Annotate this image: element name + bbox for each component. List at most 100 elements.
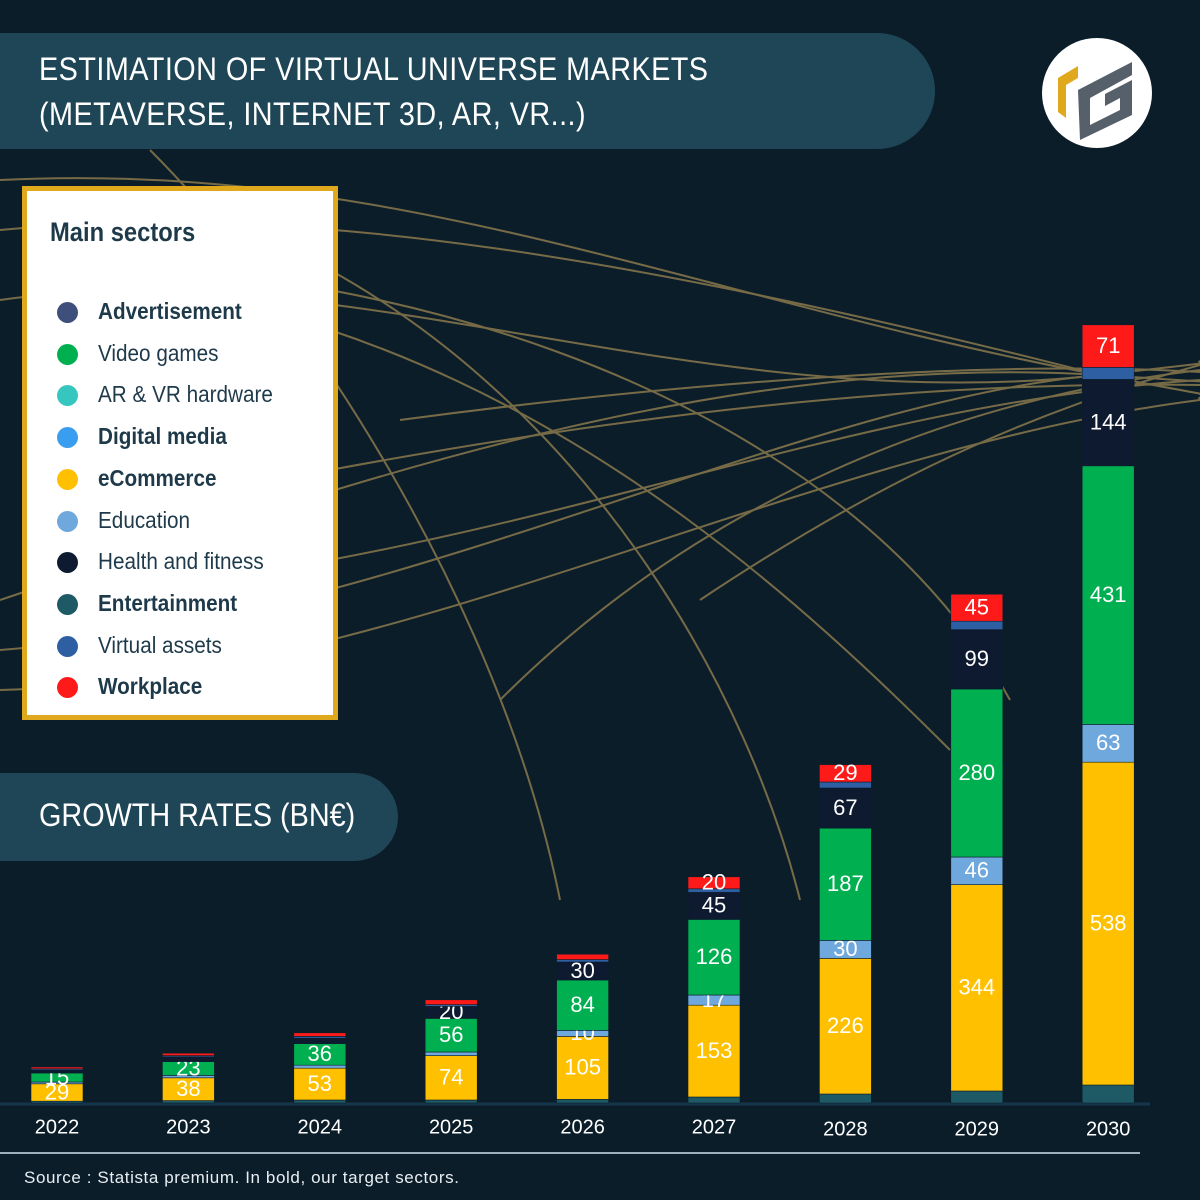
bar-segment [950, 884, 1004, 1092]
bar-segment [687, 892, 741, 920]
data-label: 56 [439, 1022, 463, 1047]
legend-swatch [57, 593, 78, 615]
bar-segment [687, 1096, 741, 1104]
bar-segment [293, 1037, 347, 1044]
legend-label: Workplace [98, 673, 203, 700]
x-tick-label: 2030 [1086, 1118, 1131, 1140]
bar-segment [1081, 324, 1135, 368]
legend-label: Health and fitness [98, 548, 264, 575]
data-label: 144 [1090, 409, 1127, 434]
bar-segment [424, 1055, 478, 1101]
data-label: 126 [696, 944, 733, 969]
bar-segment [30, 1069, 84, 1074]
bar-segment [819, 958, 872, 1095]
bar-segment [819, 764, 872, 783]
x-tick-label: 2028 [823, 1118, 868, 1140]
data-label: 29 [833, 760, 857, 785]
legend-swatch [57, 635, 78, 657]
bar-segment [162, 1056, 215, 1062]
bar-segment [950, 856, 1004, 885]
data-label: 20 [702, 870, 726, 895]
bar-segment [424, 1018, 478, 1053]
logo-mark [1078, 62, 1132, 140]
legend-label: Entertainment [98, 589, 238, 616]
legend-label: Video games [98, 339, 219, 366]
bar-segment [293, 1032, 347, 1037]
data-label: 63 [1096, 730, 1120, 755]
data-label: 84 [570, 992, 594, 1017]
x-tick-label: 2022 [35, 1116, 80, 1138]
chart-title: ESTIMATION OF VIRTUAL UNIVERSE MARKETS (… [39, 51, 709, 132]
bar-segment [687, 1004, 741, 1098]
x-tick-label: 2026 [560, 1116, 605, 1138]
legend-label: Advertisement [98, 298, 242, 324]
bar-segment [293, 1099, 347, 1104]
bar-segment [293, 1067, 347, 1101]
x-tick-label: 2023 [166, 1116, 211, 1138]
legend-swatch [57, 468, 78, 490]
bar-segment [950, 688, 1004, 858]
legend-label: eCommerce [98, 464, 217, 491]
legend-swatch [57, 427, 78, 449]
title-banner: ESTIMATION OF VIRTUAL UNIVERSE MARKETS (… [0, 33, 935, 149]
data-label: 280 [958, 760, 995, 785]
bar-segment [30, 1066, 84, 1070]
data-label: 153 [696, 1038, 733, 1063]
data-label: 71 [1096, 333, 1120, 358]
data-label: 36 [308, 1041, 332, 1066]
legend-label: Digital media [98, 423, 227, 450]
bar-segment [556, 1099, 609, 1104]
subtitle-banner: GROWTH RATES (BN€) [0, 773, 398, 861]
bar-segment [819, 1093, 872, 1104]
legend-swatch [57, 552, 78, 574]
legend-swatch [57, 385, 78, 407]
data-label: 431 [1090, 582, 1127, 607]
bar-segment [556, 1036, 609, 1100]
legend-swatch [57, 302, 78, 323]
chart-subtitle: GROWTH RATES (BN€) [39, 797, 356, 833]
x-tick-label: 2025 [429, 1116, 474, 1138]
bar-segment [950, 1090, 1004, 1104]
data-label: 67 [833, 795, 857, 820]
bar-segment [687, 876, 741, 890]
data-label: 105 [564, 1055, 601, 1080]
bar-segment [1081, 724, 1135, 763]
data-label: 45 [702, 893, 726, 918]
source-note: Source : Statista premium. In bold, our … [24, 1168, 460, 1187]
data-label: 53 [308, 1071, 332, 1096]
bar-segment [950, 593, 1004, 622]
data-label: 74 [439, 1065, 463, 1090]
legend-swatch [57, 677, 78, 699]
legend-title: Main sectors [50, 217, 196, 247]
bar-segment [424, 999, 478, 1005]
legend-label: AR & VR hardware [98, 381, 273, 408]
bar-segment [424, 1051, 478, 1056]
data-label: 538 [1090, 910, 1127, 935]
logo-mark [1058, 66, 1078, 118]
legend-swatch [57, 343, 78, 365]
bar-segment [556, 959, 609, 963]
bar-segment [424, 1099, 478, 1104]
bar-segment [1081, 465, 1135, 725]
logo [1042, 38, 1152, 148]
bars: 2022291520233823202453362025745620202610… [30, 324, 1135, 1140]
data-label: 226 [827, 1013, 864, 1038]
data-label: 344 [958, 975, 995, 1000]
x-tick-label: 2029 [955, 1118, 1000, 1140]
legend-swatch [57, 510, 78, 532]
legend-label: Virtual assets [98, 631, 222, 658]
data-label: 45 [965, 595, 989, 620]
data-label: 46 [965, 858, 989, 883]
data-label: 187 [827, 871, 864, 896]
bar-segment [950, 620, 1004, 630]
bar-segment [1081, 1084, 1135, 1104]
bar-segment [162, 1052, 215, 1056]
legend-label: Education [98, 506, 191, 533]
bar-segment [687, 919, 741, 996]
x-tick-label: 2027 [692, 1116, 737, 1138]
bar-segment [819, 787, 872, 829]
bar-segment [556, 953, 609, 960]
bar-segment [1081, 379, 1135, 467]
data-label: 99 [965, 646, 989, 671]
